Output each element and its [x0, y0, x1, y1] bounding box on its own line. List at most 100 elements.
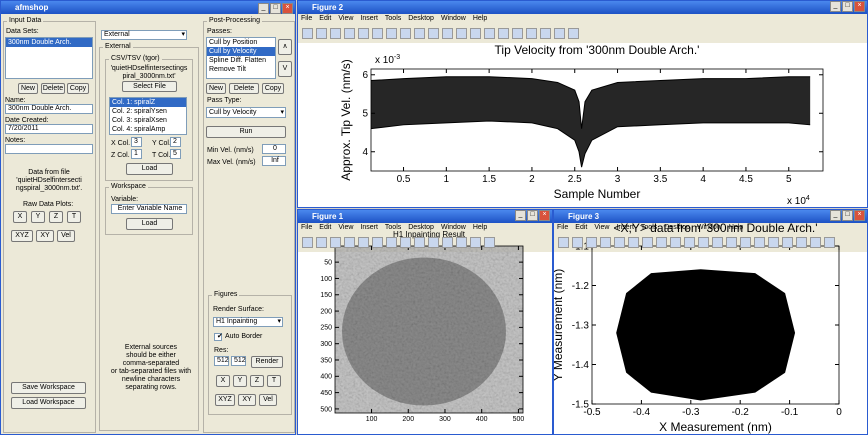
- tool-button[interactable]: [782, 237, 793, 248]
- edit-box[interactable]: External▾: [101, 30, 187, 40]
- button[interactable]: Y: [233, 375, 247, 387]
- tool-button[interactable]: [810, 237, 821, 248]
- list-item[interactable]: Cull by Velocity: [207, 47, 275, 56]
- menu-item[interactable]: View: [338, 15, 353, 26]
- tool-button[interactable]: [470, 237, 481, 248]
- menu-item[interactable]: Edit: [319, 224, 331, 235]
- button[interactable]: Load: [126, 163, 173, 175]
- tool-button[interactable]: [400, 28, 411, 39]
- list-item[interactable]: Col. 1: spiralZ: [110, 98, 186, 107]
- tool-button[interactable]: [554, 28, 565, 39]
- tool-button[interactable]: [586, 237, 597, 248]
- button[interactable]: V: [278, 61, 292, 77]
- list-item[interactable]: Cull by Position: [207, 38, 275, 47]
- edit-box[interactable]: Inf: [262, 156, 286, 166]
- tool-button[interactable]: [740, 237, 751, 248]
- tool-button[interactable]: [614, 237, 625, 248]
- button[interactable]: T: [67, 211, 81, 223]
- menu-item[interactable]: File: [301, 15, 312, 26]
- button[interactable]: Delete: [41, 83, 65, 94]
- tool-button[interactable]: [726, 237, 737, 248]
- button[interactable]: New: [18, 83, 38, 94]
- menu-item[interactable]: Insert: [360, 224, 378, 235]
- edit-box[interactable]: Enter Variable Name: [111, 204, 187, 214]
- edit-box[interactable]: 0: [262, 144, 286, 154]
- menu-item[interactable]: File: [301, 224, 312, 235]
- tool-button[interactable]: [442, 237, 453, 248]
- menu-item[interactable]: File: [557, 224, 568, 235]
- tool-button[interactable]: [698, 237, 709, 248]
- button[interactable]: X: [13, 211, 27, 223]
- menu-item[interactable]: Window: [441, 15, 466, 26]
- button[interactable]: XY: [36, 230, 54, 242]
- edit-box[interactable]: 1: [131, 149, 142, 159]
- menu-item[interactable]: Window: [697, 224, 722, 235]
- tool-button[interactable]: [302, 237, 313, 248]
- edit-box[interactable]: H1 Inpainting▾: [213, 317, 283, 327]
- tool-button[interactable]: [628, 237, 639, 248]
- menu-item[interactable]: View: [594, 224, 609, 235]
- tool-button[interactable]: [754, 237, 765, 248]
- button[interactable]: XYZ: [215, 394, 235, 406]
- button[interactable]: X: [216, 375, 230, 387]
- menu-item[interactable]: Insert: [616, 224, 634, 235]
- menu-item[interactable]: Tools: [641, 224, 657, 235]
- menu-item[interactable]: Desktop: [408, 224, 434, 235]
- button[interactable]: Vel: [57, 230, 75, 242]
- tool-button[interactable]: [330, 237, 341, 248]
- menu-item[interactable]: Tools: [385, 224, 401, 235]
- list-item[interactable]: 300nm Double Arch.: [6, 38, 92, 47]
- edit-box[interactable]: 3: [131, 137, 142, 147]
- dropdown-arrow[interactable]: ▾: [181, 31, 185, 39]
- edit-box[interactable]: 5: [170, 149, 181, 159]
- tool-button[interactable]: [344, 28, 355, 39]
- window-buttons[interactable]: _□×: [258, 3, 293, 14]
- tool-button[interactable]: [526, 28, 537, 39]
- button[interactable]: Z: [49, 211, 63, 223]
- tool-button[interactable]: [670, 237, 681, 248]
- button[interactable]: Y: [31, 211, 45, 223]
- tool-button[interactable]: [484, 28, 495, 39]
- list-item[interactable]: Col. 4: spiralAmp: [110, 125, 186, 134]
- tool-button[interactable]: [456, 28, 467, 39]
- tool-button[interactable]: [330, 28, 341, 39]
- tool-button[interactable]: [470, 28, 481, 39]
- menu-item[interactable]: Edit: [319, 15, 331, 26]
- window-buttons[interactable]: _□×: [830, 1, 865, 12]
- tool-button[interactable]: [484, 237, 495, 248]
- button[interactable]: Copy: [262, 83, 284, 94]
- window-buttons[interactable]: _□×: [515, 210, 550, 221]
- edit-box[interactable]: 2: [170, 137, 181, 147]
- edit-box[interactable]: [5, 144, 93, 154]
- tool-button[interactable]: [344, 237, 355, 248]
- tool-button[interactable]: [428, 237, 439, 248]
- button[interactable]: Vel: [259, 394, 277, 406]
- button[interactable]: New: [206, 83, 226, 94]
- tool-button[interactable]: [414, 28, 425, 39]
- tool-button[interactable]: [768, 237, 779, 248]
- menu-item[interactable]: Help: [729, 224, 743, 235]
- menu-item[interactable]: Edit: [575, 224, 587, 235]
- tool-button[interactable]: [358, 237, 369, 248]
- list-item[interactable]: Remove Tilt: [207, 65, 275, 74]
- button[interactable]: Z: [250, 375, 264, 387]
- dropdown-arrow[interactable]: ▾: [277, 318, 281, 326]
- list-item[interactable]: Col. 2: spiralYsen: [110, 107, 186, 116]
- tool-button[interactable]: [540, 28, 551, 39]
- menu-item[interactable]: View: [338, 224, 353, 235]
- button[interactable]: XYZ: [11, 230, 33, 242]
- dropdown-arrow[interactable]: ▾: [280, 108, 284, 117]
- tool-button[interactable]: [302, 28, 313, 39]
- tool-button[interactable]: [572, 237, 583, 248]
- tool-button[interactable]: [414, 237, 425, 248]
- button[interactable]: XY: [238, 394, 256, 406]
- menu-item[interactable]: Insert: [360, 15, 378, 26]
- tool-button[interactable]: [442, 28, 453, 39]
- button[interactable]: ∧: [278, 39, 292, 55]
- edit-box[interactable]: 7/20/2011: [5, 124, 93, 134]
- tool-button[interactable]: [712, 237, 723, 248]
- tool-button[interactable]: [358, 28, 369, 39]
- tool-button[interactable]: [498, 28, 509, 39]
- tool-button[interactable]: [386, 28, 397, 39]
